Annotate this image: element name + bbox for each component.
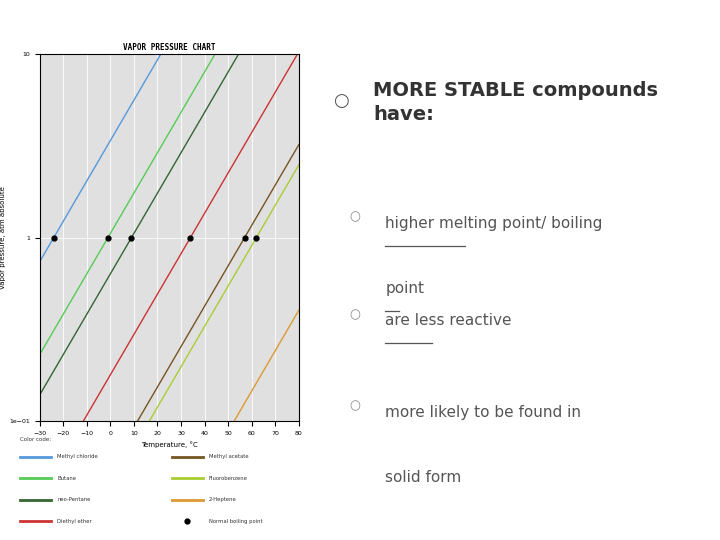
Text: Fluorobenzene: Fluorobenzene bbox=[209, 476, 248, 481]
X-axis label: Temperature, °C: Temperature, °C bbox=[141, 442, 197, 448]
Text: Diethyl ether: Diethyl ether bbox=[57, 519, 92, 524]
Text: are less reactive: are less reactive bbox=[385, 313, 512, 328]
Text: Color code:: Color code: bbox=[20, 437, 51, 442]
Text: ○: ○ bbox=[349, 211, 360, 224]
Text: ○: ○ bbox=[333, 92, 348, 110]
Text: Normal boiling point: Normal boiling point bbox=[209, 519, 263, 524]
Text: point: point bbox=[385, 281, 424, 296]
Text: MORE STABLE compounds
have:: MORE STABLE compounds have: bbox=[373, 81, 658, 124]
Text: more likely to be found in: more likely to be found in bbox=[385, 405, 581, 420]
Text: ○: ○ bbox=[349, 400, 360, 413]
Text: Butane: Butane bbox=[57, 476, 76, 481]
Text: Methyl acetate: Methyl acetate bbox=[209, 454, 248, 459]
Text: neo-Pentane: neo-Pentane bbox=[57, 497, 91, 502]
Text: higher melting point/ boiling: higher melting point/ boiling bbox=[385, 216, 603, 231]
Text: Methyl chloride: Methyl chloride bbox=[57, 454, 98, 459]
Text: 2-Heptene: 2-Heptene bbox=[209, 497, 237, 502]
Text: ○: ○ bbox=[349, 308, 360, 321]
Title: VAPOR PRESSURE CHART: VAPOR PRESSURE CHART bbox=[123, 43, 215, 52]
Y-axis label: Vapor pressure, atm absolute: Vapor pressure, atm absolute bbox=[0, 186, 6, 289]
Text: solid form: solid form bbox=[385, 470, 462, 485]
